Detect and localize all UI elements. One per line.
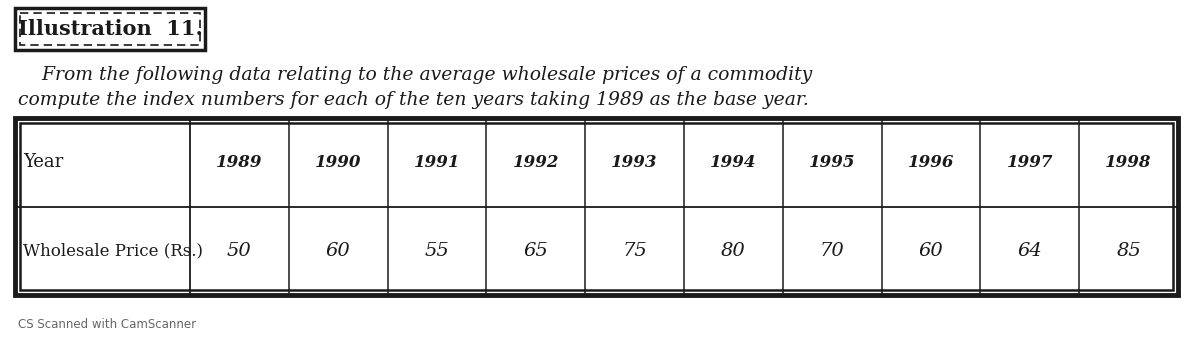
Bar xyxy=(20,123,1174,290)
Text: 75: 75 xyxy=(623,242,647,260)
Text: From the following data relating to the average wholesale prices of a commodity: From the following data relating to the … xyxy=(18,66,812,84)
Text: 64: 64 xyxy=(1018,242,1042,260)
Text: Wholesale Price (Rs.): Wholesale Price (Rs.) xyxy=(23,242,203,259)
Text: 80: 80 xyxy=(721,242,745,260)
Text: 85: 85 xyxy=(1116,242,1141,260)
Text: 55: 55 xyxy=(425,242,449,260)
Text: 1989: 1989 xyxy=(216,154,263,171)
Text: 50: 50 xyxy=(227,242,252,260)
Text: CS Scanned with CamScanner: CS Scanned with CamScanner xyxy=(18,318,196,332)
Bar xyxy=(14,8,205,50)
Text: 1998: 1998 xyxy=(1105,154,1152,171)
Text: 60: 60 xyxy=(919,242,943,260)
Bar xyxy=(20,13,200,45)
Text: compute the index numbers for each of the ten years taking 1989 as the base year: compute the index numbers for each of th… xyxy=(18,91,809,109)
Text: 1993: 1993 xyxy=(611,154,658,171)
Text: 65: 65 xyxy=(523,242,548,260)
Text: 70: 70 xyxy=(820,242,845,260)
Bar xyxy=(14,118,1178,295)
Text: 1997: 1997 xyxy=(1007,154,1054,171)
Text: 1994: 1994 xyxy=(710,154,757,171)
Text: Illustration  11.: Illustration 11. xyxy=(18,19,203,39)
Text: 1992: 1992 xyxy=(512,154,559,171)
Text: 1990: 1990 xyxy=(314,154,361,171)
Text: 60: 60 xyxy=(326,242,350,260)
Text: 1991: 1991 xyxy=(414,154,461,171)
Text: Year: Year xyxy=(23,153,64,171)
Text: 1995: 1995 xyxy=(809,154,856,171)
Text: 1996: 1996 xyxy=(907,154,954,171)
